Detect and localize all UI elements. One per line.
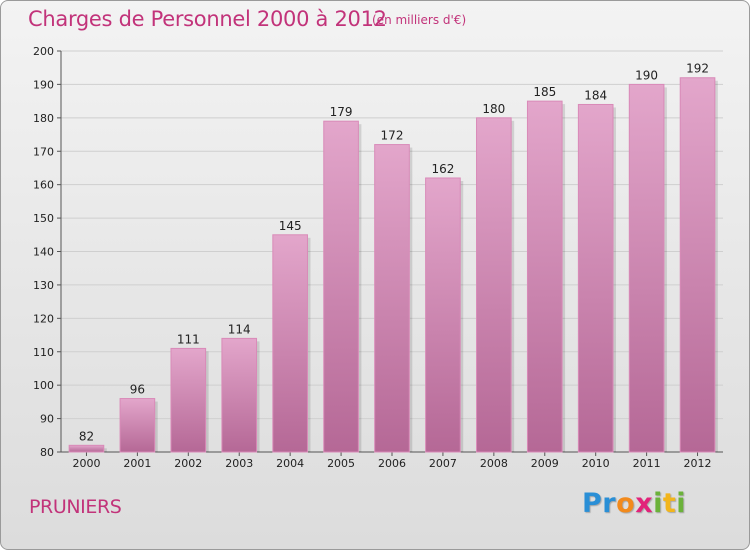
bar <box>628 83 665 453</box>
bar <box>272 234 308 453</box>
data-labels: 82 96 111 114 145 179 172 162 180 185 184 190 192 <box>79 62 709 444</box>
logo-letter: t <box>662 488 677 519</box>
x-tick-label: 2001 <box>123 457 151 470</box>
bar <box>170 347 207 453</box>
y-tick-label: 90 <box>40 413 54 426</box>
y-tick-label: 80 <box>40 446 54 459</box>
y-tick-label: 180 <box>33 112 54 125</box>
place-label: PRUNIERS <box>29 496 122 518</box>
y-tick-label: 120 <box>33 312 54 325</box>
y-tick-label: 130 <box>33 279 54 292</box>
x-tick-label: 2010 <box>582 457 610 470</box>
logo-letter: i <box>676 488 687 519</box>
y-tick-label: 140 <box>33 246 54 259</box>
bar <box>526 100 563 453</box>
x-tick-label: 2003 <box>225 457 253 470</box>
data-label: 162 <box>431 162 454 176</box>
logo-letter: i <box>653 488 663 519</box>
data-label: 180 <box>482 102 505 116</box>
data-label: 192 <box>686 62 709 76</box>
x-tick-label: 2002 <box>174 457 202 470</box>
x-tick-label: 2012 <box>684 457 712 470</box>
x-tick-label: 2011 <box>633 457 661 470</box>
x-tick-label: 2000 <box>72 457 100 470</box>
y-tick-label: 200 <box>33 45 54 58</box>
data-label: 172 <box>381 129 404 143</box>
bar <box>68 444 105 453</box>
bar <box>425 177 461 453</box>
x-tick-label: 2009 <box>531 457 559 470</box>
chart-title: Charges de Personnel 2000 à 2012 <box>28 7 387 31</box>
bar <box>476 117 512 453</box>
bar <box>323 120 359 453</box>
x-tick-label: 2004 <box>276 457 304 470</box>
data-label: 184 <box>584 88 607 102</box>
y-tick-label: 100 <box>33 379 54 392</box>
y-tick-label: 110 <box>33 346 54 359</box>
data-label: 190 <box>635 68 658 82</box>
logo-letter: r <box>602 488 617 519</box>
data-label: 145 <box>279 219 302 233</box>
axes: 80 90 100 110 120 130 140 150 160 170 180 190 200 200… <box>33 45 723 470</box>
y-tick-label: 150 <box>33 212 54 225</box>
data-label: 114 <box>228 322 251 336</box>
proxiti-logo: Proxiti <box>582 488 686 519</box>
bar <box>221 337 258 453</box>
y-tick-label: 190 <box>33 78 54 91</box>
bars <box>68 77 718 453</box>
bar <box>374 144 410 453</box>
x-tick-label: 2005 <box>327 457 355 470</box>
bar <box>119 398 156 453</box>
x-tick-label: 2008 <box>480 457 508 470</box>
x-tick-label: 2007 <box>429 457 457 470</box>
data-label: 185 <box>533 85 556 99</box>
x-tick-label: 2006 <box>378 457 406 470</box>
data-label: 96 <box>130 383 145 397</box>
logo-letter: x <box>635 488 654 519</box>
logo-letter: P <box>582 488 603 519</box>
bar <box>577 103 614 453</box>
data-label: 82 <box>79 429 94 443</box>
bar <box>679 77 716 453</box>
chart-subtitle: (en milliers d'€) <box>372 13 467 27</box>
y-tick-label: 160 <box>33 179 54 192</box>
logo-letter: o <box>616 488 636 519</box>
data-label: 179 <box>330 105 353 119</box>
y-tick-label: 170 <box>33 145 54 158</box>
data-label: 111 <box>177 332 200 346</box>
